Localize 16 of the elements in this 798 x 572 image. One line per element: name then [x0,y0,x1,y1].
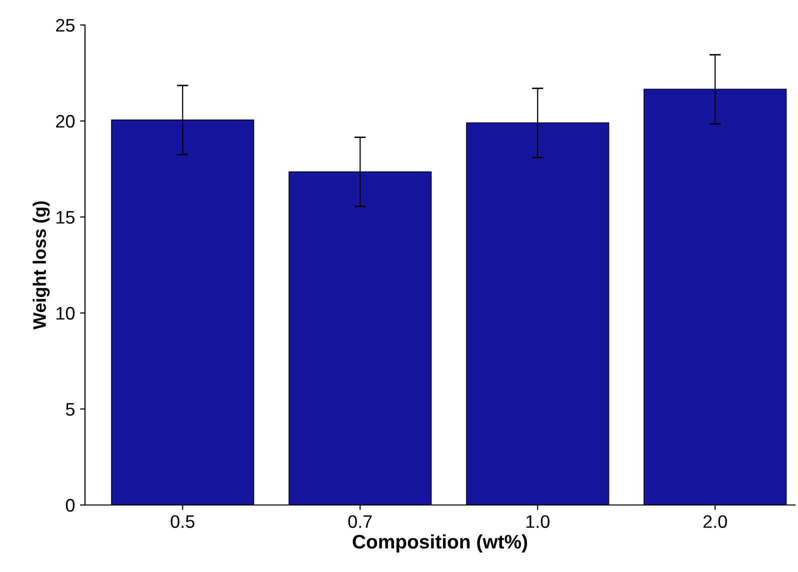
y-axis-title: Weight loss (g) [32,201,50,330]
y-tick-label: 5 [66,403,75,416]
y-tick-label: 20 [56,114,75,128]
y-tick-label: 10 [56,306,75,320]
y-tick-label: 15 [56,211,75,224]
bar [288,171,432,505]
bar [111,119,254,505]
y-tick-label: 25 [56,18,75,32]
x-tick-label: 0.7 [348,515,372,528]
bar [644,88,787,505]
x-tick-label: 0.5 [170,515,194,528]
y-tick-label: 0 [66,498,75,512]
bar [466,122,610,505]
x-axis-title: Composition (wt%) [352,534,528,552]
x-tick-label: 2.0 [703,515,727,528]
x-tick-label: 1.0 [526,515,550,528]
